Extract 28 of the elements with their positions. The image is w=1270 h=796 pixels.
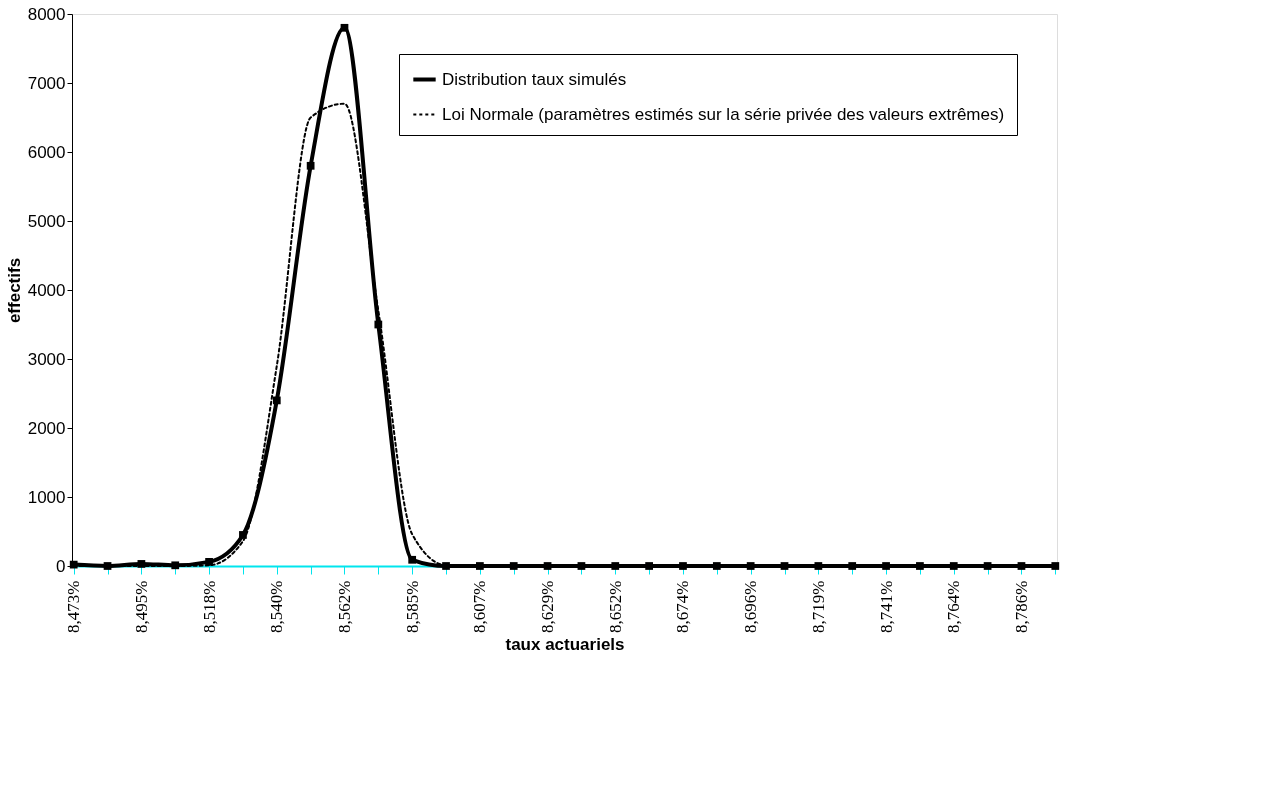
y-tick-label: 4000 [27, 280, 66, 300]
y-tick-label: 1000 [27, 487, 66, 507]
legend-label: Distribution taux simulés [442, 69, 627, 89]
y-axis-title: effectifs [4, 257, 24, 324]
x-tick-label: 8,540% [267, 580, 287, 633]
y-tick-label: 0 [56, 556, 66, 576]
x-tick-label: 8,764% [944, 580, 964, 633]
x-tick-label: 8,518% [199, 580, 219, 633]
x-tick-label: 8,652% [605, 580, 625, 633]
x-tick-label: 8,629% [538, 580, 558, 633]
x-tick-label: 8,741% [876, 580, 896, 633]
y-tick-label: 7000 [27, 73, 66, 93]
y-tick-label: 3000 [27, 349, 66, 369]
x-tick-label: 8,786% [1011, 580, 1031, 633]
x-tick-label: 8,674% [673, 580, 693, 633]
x-tick-label: 8,495% [131, 580, 151, 633]
point [340, 23, 349, 32]
x-tick-label: 8,585% [402, 580, 422, 633]
x-tick-label: 8,719% [808, 580, 828, 633]
y-tick-label: 2000 [27, 418, 66, 438]
x-axis-title: taux actuariels [505, 634, 625, 654]
y-tick-label: 8000 [27, 4, 66, 24]
x-tick-label: 8,607% [470, 580, 490, 633]
x-tick-label: 8,696% [741, 580, 761, 633]
y-tick-label: 6000 [27, 142, 66, 162]
x-tick-label: 8,473% [64, 580, 84, 633]
x-tick-label: 8,562% [334, 580, 354, 633]
y-tick-label: 5000 [27, 211, 66, 231]
